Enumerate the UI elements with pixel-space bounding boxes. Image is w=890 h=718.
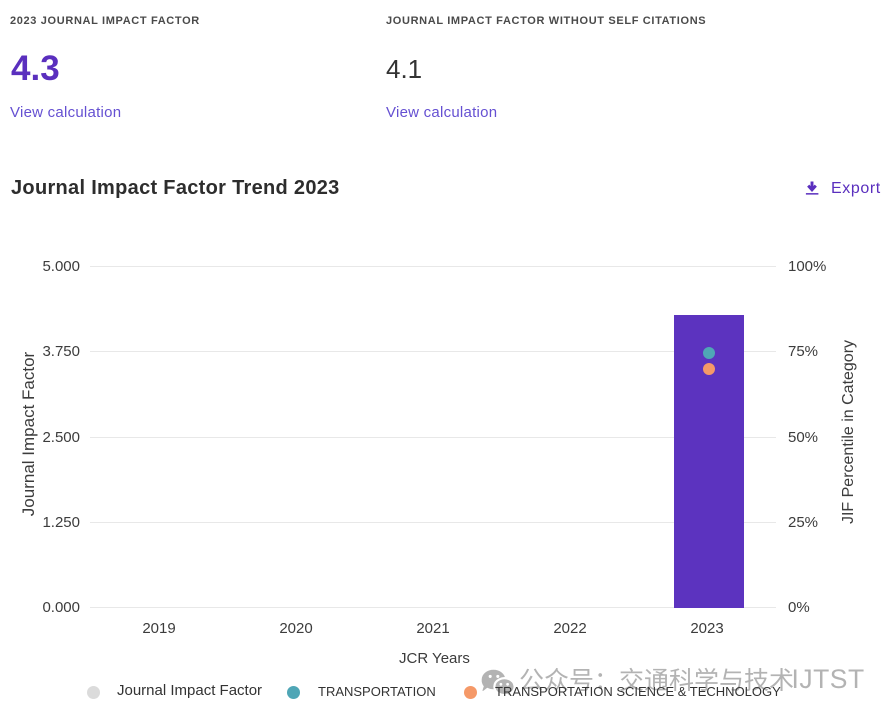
svg-text:IJTST: IJTST bbox=[792, 664, 865, 694]
